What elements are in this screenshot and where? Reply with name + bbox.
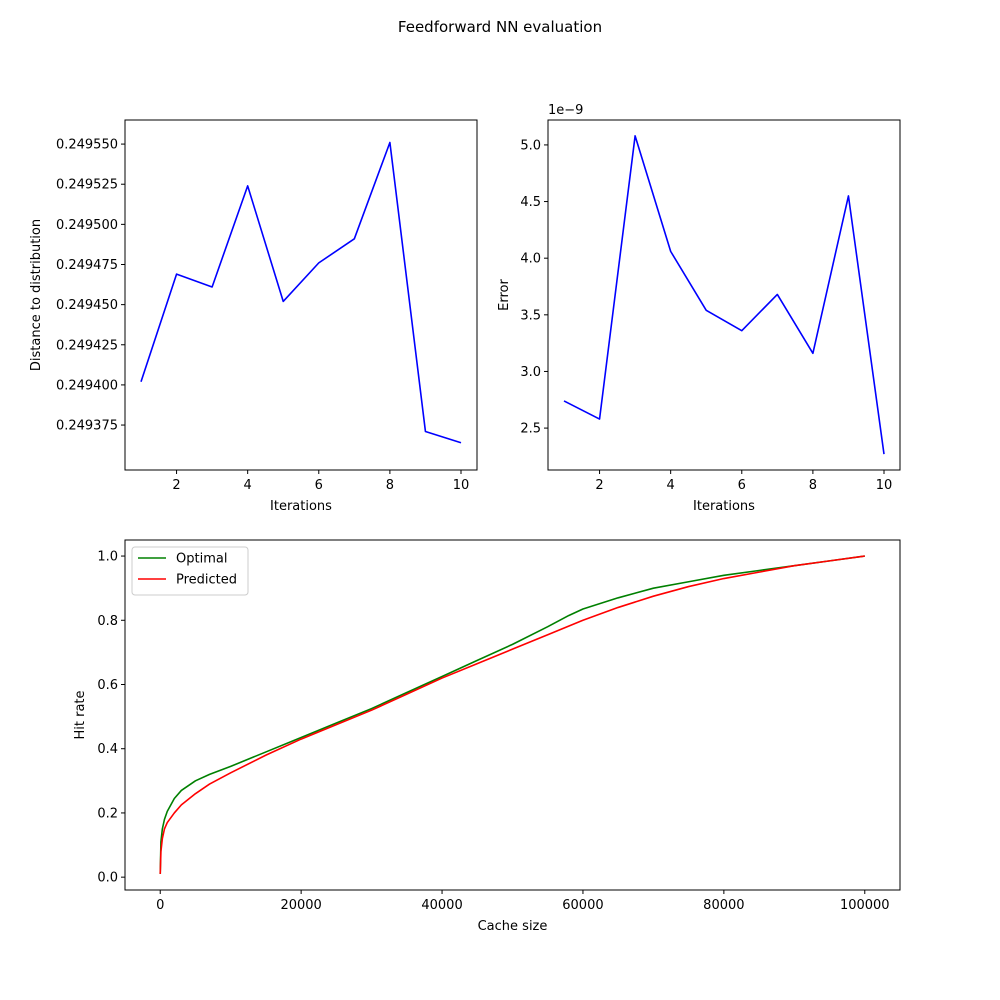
error-y-axis-label: Error <box>497 279 512 311</box>
error-y-tick-label-0: 2.5 <box>520 422 541 437</box>
hit-rate-y-tick-label-0: 0.0 <box>97 871 118 886</box>
distance-series-line-0 <box>140 141 462 444</box>
distance-y-tick-label-3: 0.249450 <box>56 298 118 313</box>
error-x-tick-label-4: 10 <box>876 478 893 493</box>
distance-y-tick-label-4: 0.249475 <box>56 258 118 273</box>
hit-rate-x-tick-label-2: 40000 <box>421 898 462 913</box>
hit-rate-legend: Optimal Predicted <box>131 546 249 596</box>
distance-x-tick-label-3: 8 <box>386 478 394 493</box>
figure-title: Feedforward NN evaluation <box>398 18 602 36</box>
distance-y-tick-label-7: 0.249550 <box>56 138 118 153</box>
hit-rate-y-tick-label-4: 0.8 <box>97 614 118 629</box>
hit-rate-legend-box <box>131 546 249 596</box>
error-x-tick-label-0: 2 <box>595 478 603 493</box>
distance-x-axis-label: Iterations <box>270 499 332 514</box>
error-x-tick-label-1: 4 <box>667 478 675 493</box>
distance-x-tick-label-2: 6 <box>315 478 323 493</box>
distance-y-tick-label-6: 0.249525 <box>56 178 118 193</box>
hit-rate-x-axis-label: Cache size <box>478 919 548 934</box>
hit-rate-subplot: 0 20000 40000 60000 80000 100000 0.0 0.2 0.4 0.6 0… <box>73 539 901 934</box>
distance-axes-frame <box>124 119 478 471</box>
hit-rate-y-tick-label-3: 0.6 <box>97 678 118 693</box>
hit-rate-axes-frame <box>124 539 901 891</box>
distance-x-tick-label-0: 2 <box>172 478 180 493</box>
hit-rate-x-tick-label-3: 60000 <box>562 898 603 913</box>
distance-y-tick-label-0: 0.249375 <box>56 419 118 434</box>
hit-rate-series-line-0 <box>159 555 865 874</box>
hit-rate-x-tick-label-1: 20000 <box>280 898 321 913</box>
hit-rate-y-tick-label-5: 1.0 <box>97 550 118 565</box>
hit-rate-y-tick-label-1: 0.2 <box>97 806 118 821</box>
hit-rate-series-line-1 <box>159 555 865 874</box>
error-y-tick-label-2: 3.5 <box>520 308 541 323</box>
hit-rate-x-tick-label-0: 0 <box>156 898 164 913</box>
hit-rate-y-axis-label: Hit rate <box>73 690 88 739</box>
error-subplot: 2 4 6 8 10 2.5 3.0 3.5 4.0 4.5 5.0 Iterations Error 1… <box>497 103 901 514</box>
error-offset-text: 1e−9 <box>548 103 583 118</box>
error-y-tick-label-1: 3.0 <box>520 365 541 380</box>
error-series-line-0 <box>563 135 885 455</box>
hit-rate-x-tick-label-5: 100000 <box>840 898 890 913</box>
error-x-axis-label: Iterations <box>693 499 755 514</box>
hit-rate-x-tick-label-4: 80000 <box>703 898 744 913</box>
hit-rate-legend-label-0: Optimal <box>176 552 227 567</box>
distance-x-tick-label-1: 4 <box>244 478 252 493</box>
error-axes-frame <box>547 119 901 471</box>
distance-x-tick-label-4: 10 <box>453 478 470 493</box>
distance-subplot: 2 4 6 8 10 0.249375 0.249400 0.249425 0.249450 0.… <box>29 119 478 514</box>
error-x-tick-label-2: 6 <box>738 478 746 493</box>
error-y-tick-label-3: 4.0 <box>520 252 541 267</box>
distance-y-tick-label-1: 0.249400 <box>56 378 118 393</box>
distance-y-tick-label-2: 0.249425 <box>56 338 118 353</box>
error-y-tick-label-5: 5.0 <box>520 138 541 153</box>
error-x-tick-label-3: 8 <box>809 478 817 493</box>
distance-y-tick-label-5: 0.249500 <box>56 218 118 233</box>
hit-rate-y-tick-label-2: 0.4 <box>97 742 118 757</box>
error-y-tick-label-4: 4.5 <box>520 195 541 210</box>
distance-y-axis-label: Distance to distribution <box>29 219 44 371</box>
hit-rate-legend-label-1: Predicted <box>176 573 237 588</box>
